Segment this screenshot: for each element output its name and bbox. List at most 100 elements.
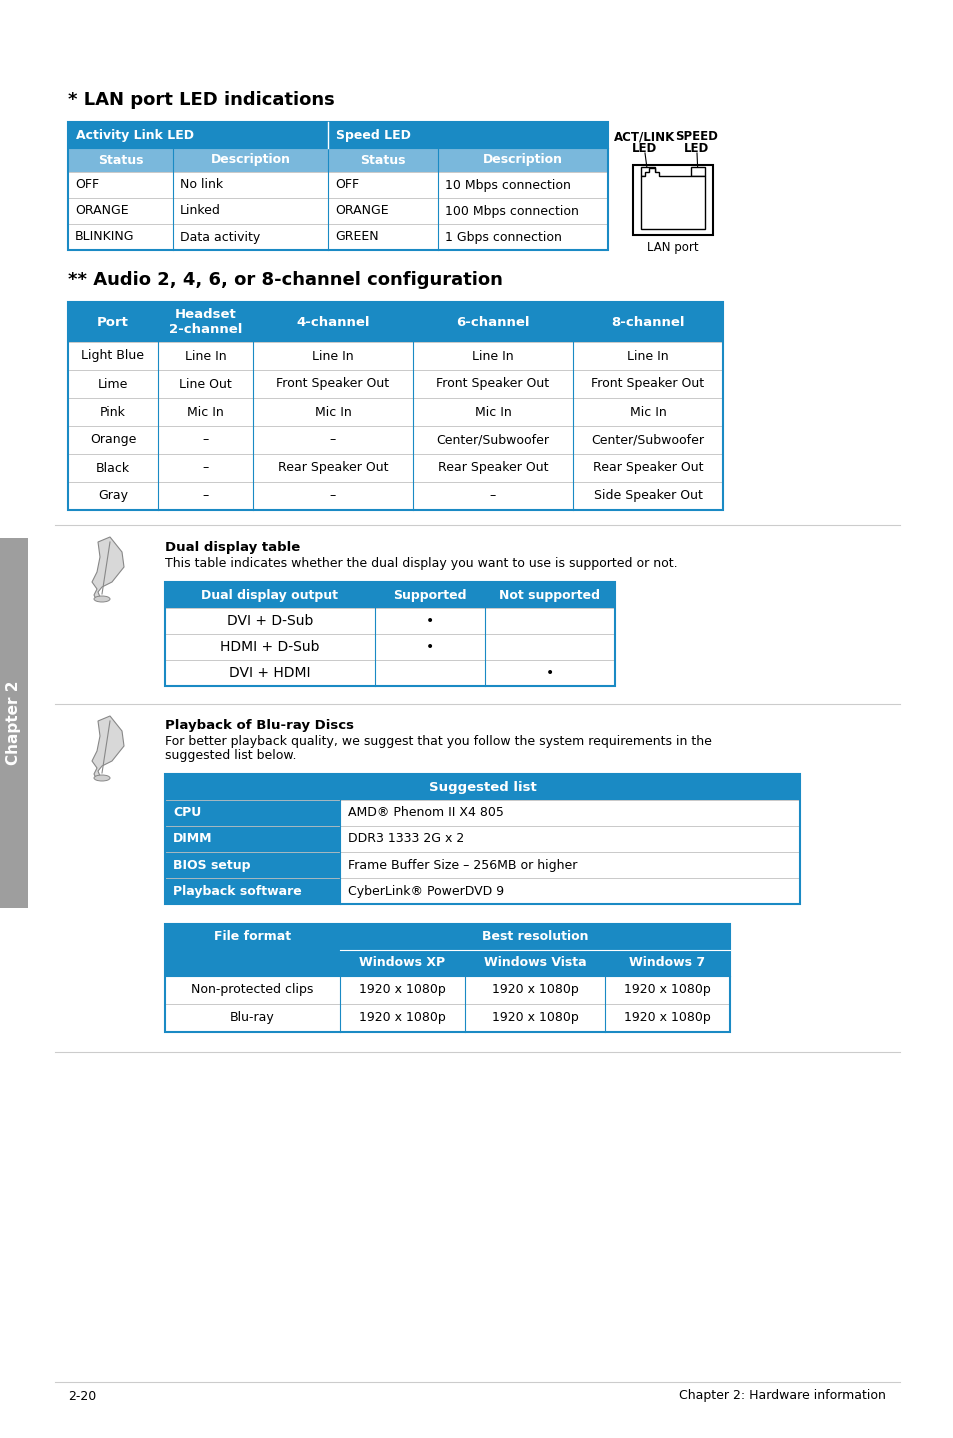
Text: Blu-ray: Blu-ray xyxy=(230,1011,274,1024)
Text: Rear Speaker Out: Rear Speaker Out xyxy=(592,462,702,475)
Text: Windows XP: Windows XP xyxy=(359,956,445,969)
Text: Windows Vista: Windows Vista xyxy=(483,956,586,969)
Text: 1 Gbps connection: 1 Gbps connection xyxy=(444,230,561,243)
Text: 8-channel: 8-channel xyxy=(611,315,684,328)
Text: Gray: Gray xyxy=(98,489,128,502)
Text: 10 Mbps connection: 10 Mbps connection xyxy=(444,178,570,191)
Text: –: – xyxy=(330,489,335,502)
Bar xyxy=(165,608,615,634)
Bar xyxy=(339,879,800,905)
Text: Rear Speaker Out: Rear Speaker Out xyxy=(437,462,548,475)
Text: •: • xyxy=(425,640,434,654)
Text: Dual display output: Dual display output xyxy=(201,588,338,601)
Text: Activity Link LED: Activity Link LED xyxy=(76,128,193,141)
Text: Suggested list: Suggested list xyxy=(428,781,536,794)
Text: •: • xyxy=(545,666,554,680)
Bar xyxy=(165,951,729,976)
Bar xyxy=(68,302,722,510)
Text: ORANGE: ORANGE xyxy=(335,204,388,217)
Bar xyxy=(68,342,722,370)
Text: •: • xyxy=(425,614,434,628)
Bar xyxy=(165,774,800,905)
Text: CyberLink® PowerDVD 9: CyberLink® PowerDVD 9 xyxy=(348,884,503,897)
Text: LED: LED xyxy=(632,142,657,155)
Text: Description: Description xyxy=(482,154,562,167)
Text: GREEN: GREEN xyxy=(335,230,378,243)
Text: Frame Buffer Size – 256MB or higher: Frame Buffer Size – 256MB or higher xyxy=(348,858,577,871)
Bar xyxy=(68,454,722,482)
Text: Orange: Orange xyxy=(90,433,136,447)
Text: Playback of Blu-ray Discs: Playback of Blu-ray Discs xyxy=(165,719,354,732)
Text: Supported: Supported xyxy=(393,588,466,601)
Bar xyxy=(339,825,800,851)
Polygon shape xyxy=(91,716,124,778)
Text: Data activity: Data activity xyxy=(180,230,260,243)
Text: 2-20: 2-20 xyxy=(68,1389,96,1402)
Bar xyxy=(640,167,655,175)
Text: DDR3 1333 2G x 2: DDR3 1333 2G x 2 xyxy=(348,833,464,846)
Text: BLINKING: BLINKING xyxy=(75,230,134,243)
Bar xyxy=(68,426,722,454)
Text: No link: No link xyxy=(180,178,223,191)
Text: Playback software: Playback software xyxy=(172,884,301,897)
Text: Line In: Line In xyxy=(472,349,514,362)
Text: –: – xyxy=(202,462,209,475)
Bar xyxy=(165,582,615,608)
Bar xyxy=(68,148,607,173)
Bar xyxy=(68,173,607,198)
Bar xyxy=(68,122,607,250)
Bar xyxy=(339,851,800,879)
Text: Chapter 2: Hardware information: Chapter 2: Hardware information xyxy=(679,1389,885,1402)
Bar xyxy=(68,482,722,510)
Text: –: – xyxy=(202,433,209,447)
Ellipse shape xyxy=(94,595,110,603)
Text: Line Out: Line Out xyxy=(179,378,232,391)
Text: Non-protected clips: Non-protected clips xyxy=(192,984,314,997)
Text: Side Speaker Out: Side Speaker Out xyxy=(593,489,701,502)
Text: DVI + HDMI: DVI + HDMI xyxy=(229,666,311,680)
Text: Line In: Line In xyxy=(626,349,668,362)
Text: * LAN port LED indications: * LAN port LED indications xyxy=(68,91,335,109)
Text: Windows 7: Windows 7 xyxy=(629,956,705,969)
Text: OFF: OFF xyxy=(75,178,99,191)
Text: 100 Mbps connection: 100 Mbps connection xyxy=(444,204,578,217)
Text: File format: File format xyxy=(213,930,291,943)
Text: 1920 x 1080p: 1920 x 1080p xyxy=(491,1011,578,1024)
Bar xyxy=(165,851,339,879)
Bar xyxy=(68,122,328,148)
Bar xyxy=(68,224,607,250)
Text: ACT/LINK: ACT/LINK xyxy=(614,131,675,144)
Bar xyxy=(339,800,800,825)
Text: –: – xyxy=(330,433,335,447)
Text: Dual display table: Dual display table xyxy=(165,541,300,554)
Text: Line In: Line In xyxy=(185,349,226,362)
Text: –: – xyxy=(202,489,209,502)
Text: LAN port: LAN port xyxy=(646,240,699,253)
Text: Linked: Linked xyxy=(180,204,221,217)
Text: Lime: Lime xyxy=(98,378,128,391)
Text: Description: Description xyxy=(211,154,291,167)
Text: Front Speaker Out: Front Speaker Out xyxy=(591,378,704,391)
Bar xyxy=(165,634,615,660)
Text: Black: Black xyxy=(96,462,130,475)
Text: Line In: Line In xyxy=(312,349,354,362)
Bar xyxy=(633,165,712,234)
Bar xyxy=(165,1004,729,1032)
Bar xyxy=(328,122,607,148)
Text: 1920 x 1080p: 1920 x 1080p xyxy=(623,1011,710,1024)
Ellipse shape xyxy=(94,775,110,781)
Text: HDMI + D-Sub: HDMI + D-Sub xyxy=(220,640,319,654)
Bar xyxy=(165,800,339,825)
Text: 6-channel: 6-channel xyxy=(456,315,529,328)
Bar xyxy=(68,198,607,224)
Text: AMD® Phenom II X4 805: AMD® Phenom II X4 805 xyxy=(348,807,503,820)
Text: Front Speaker Out: Front Speaker Out xyxy=(436,378,549,391)
Bar xyxy=(0,538,28,907)
Text: Pink: Pink xyxy=(100,406,126,418)
Bar xyxy=(68,398,722,426)
Text: For better playback quality, we suggest that you follow the system requirements : For better playback quality, we suggest … xyxy=(165,735,711,749)
Text: 1920 x 1080p: 1920 x 1080p xyxy=(491,984,578,997)
Bar xyxy=(68,302,722,342)
Text: 1920 x 1080p: 1920 x 1080p xyxy=(358,984,445,997)
Bar xyxy=(165,879,339,905)
